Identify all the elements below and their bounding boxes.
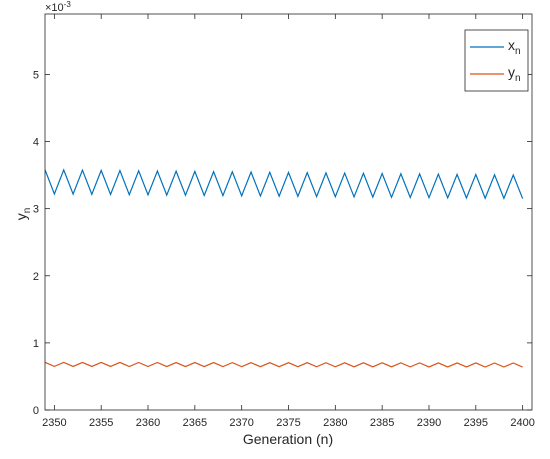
plot-background	[45, 14, 532, 410]
x-tick-label: 2400	[510, 417, 534, 429]
legend-label-x-base: x	[508, 37, 515, 53]
x-tick-label: 2385	[370, 417, 394, 429]
legend-label-y: yn	[508, 64, 521, 84]
x-tick-label: 2355	[89, 417, 113, 429]
y-exponent-label: ×10-3	[45, 0, 71, 14]
x-tick-label: 2395	[464, 417, 488, 429]
x-axis-title: Generation (n)	[243, 431, 333, 447]
legend-box	[464, 29, 529, 92]
x-tick-label: 2380	[323, 417, 347, 429]
y-tick-label: 3	[33, 204, 39, 216]
x-tick-label: 2375	[276, 417, 300, 429]
x-axis: 2350 2355 2360 2365 2370 2375 2380 2385 2390 2395…	[42, 14, 535, 429]
x-tick-label: 2350	[42, 417, 66, 429]
y-axis-title: yn	[13, 208, 33, 221]
legend-label-x: xn	[508, 37, 521, 57]
y-tick-label: 1	[33, 338, 39, 350]
x-tick-label: 2365	[183, 417, 207, 429]
x-tick-label: 2370	[229, 417, 253, 429]
legend-label-y-sub: n	[515, 73, 521, 84]
y-tick-label: 4	[33, 137, 39, 149]
y-axis: 0 1 2 3 4 5	[33, 69, 532, 417]
legend-label-y-base: y	[508, 64, 515, 80]
legend: xn yn	[464, 29, 529, 92]
series-line-y	[45, 361, 523, 368]
x-tick-label: 2360	[136, 417, 160, 429]
y-exponent-base: ×10	[45, 2, 64, 14]
y-tick-label: 2	[33, 271, 39, 283]
legend-label-x-sub: n	[515, 46, 521, 57]
series-line-x	[45, 168, 524, 201]
x-tick-label: 2390	[417, 417, 441, 429]
y-tick-label: 0	[33, 405, 39, 417]
y-axis-title-sub: n	[22, 208, 33, 214]
series-layer	[45, 168, 524, 368]
y-tick-label: 5	[33, 69, 39, 81]
y-axis-title-base: y	[13, 213, 29, 220]
y-exponent-power: -3	[64, 0, 72, 9]
